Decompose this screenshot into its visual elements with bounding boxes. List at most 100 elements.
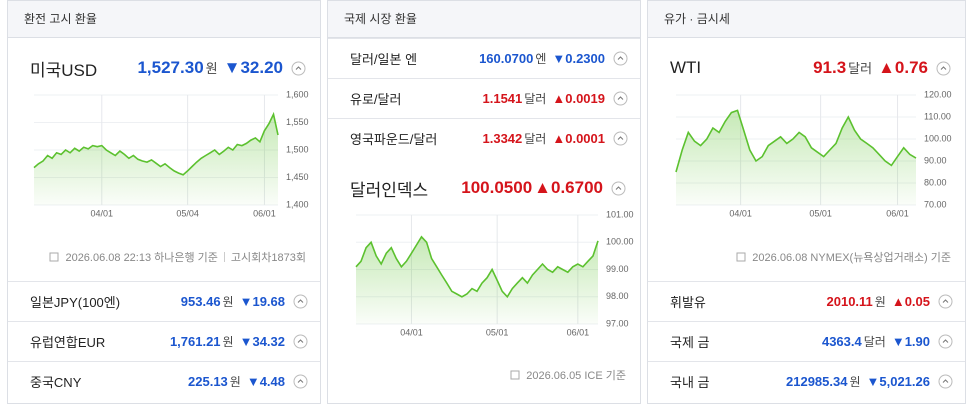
button-chevron	[942, 339, 949, 343]
line	[675, 109, 917, 173]
y-tick-label: 100.00	[924, 133, 952, 143]
y-tick-label: 110.00	[924, 111, 951, 121]
footer-text: 2026.06.08 NYMEX(뉴욕상업거래소) 기준	[752, 252, 951, 264]
quote-row: 유로/달러 1.1541 달러 ▲0.0019	[328, 78, 640, 118]
expand-button[interactable]	[938, 374, 953, 389]
x-tick-label: 06/01	[886, 208, 909, 218]
quote-change: ▼32.20	[223, 58, 283, 77]
quote-change: ▲0.76	[878, 58, 928, 77]
x-tick-label: 06/01	[253, 208, 276, 218]
button-circle	[293, 334, 308, 349]
expand-button[interactable]	[613, 131, 628, 146]
button-circle	[613, 131, 628, 146]
footer-text: 고시회차1873회	[230, 252, 306, 264]
x-tick-label: 05/01	[486, 327, 509, 337]
panel-header: 환전 고시 환율	[8, 1, 320, 38]
quote-price: 160.0700	[479, 51, 534, 66]
button-circle	[938, 294, 953, 309]
quote-unit: 원	[874, 295, 886, 309]
quote-values: 91.3 달러 ▲0.76	[813, 58, 951, 78]
quote-unit: 달러	[524, 92, 547, 106]
quote-change: ▼1.90	[891, 334, 930, 349]
footer-icon	[510, 370, 520, 380]
quote-price: 100.0500	[461, 178, 533, 197]
quote-row: 유럽연합EUR 1,761.21 원 ▼34.32	[8, 321, 320, 361]
quote-name: 영국파운드/달러	[350, 132, 438, 147]
quote-name: 미국USD	[30, 60, 98, 80]
expand-button[interactable]	[613, 51, 628, 66]
x-tick-label: 05/01	[809, 208, 832, 218]
quote-row: 일본JPY(100엔) 953.46 원 ▼19.68	[8, 281, 320, 321]
y-tick-label: 1,400	[286, 199, 309, 209]
quote-unit: 달러	[863, 335, 886, 349]
icon-shape	[736, 252, 746, 262]
footer-text: 2026.06.05 ICE 기준	[526, 370, 626, 382]
quote-name: 중국CNY	[30, 375, 82, 390]
chart: 1,400 1,450 1,500 1,550 1,600 04/01 05/04 06/01	[33, 89, 309, 218]
expand-button[interactable]	[611, 181, 626, 196]
button-chevron	[617, 136, 624, 140]
quote-name: 휘발유	[670, 295, 706, 310]
quote-values: 4363.4 달러 ▼1.90	[822, 333, 953, 350]
quote-name: WTI	[670, 58, 702, 77]
y-tick-label: 98.00	[606, 291, 629, 301]
quote-unit: 엔	[535, 52, 547, 66]
quote-values: 212985.34 원 ▼5,021.26	[786, 373, 953, 390]
quote-values: 225.13 원 ▼4.48	[188, 373, 308, 390]
expand-button[interactable]	[938, 334, 953, 349]
y-tick-label: 101.00	[606, 209, 634, 219]
quote-price: 953.46	[180, 294, 221, 309]
quote-row: 달러/일본 엔 160.0700 엔 ▼0.2300	[328, 38, 640, 78]
button-chevron	[297, 339, 304, 343]
quote-unit: 원	[849, 375, 861, 389]
expand-button[interactable]	[936, 61, 951, 76]
expand-button[interactable]	[293, 294, 308, 309]
quote-values: 1,761.21 원 ▼34.32	[170, 333, 308, 350]
y-tick-label: 80.00	[924, 177, 947, 187]
quote-change: ▼0.2300	[552, 51, 605, 66]
y-tick-label: 1,500	[286, 144, 309, 154]
expand-button[interactable]	[613, 91, 628, 106]
main-quote: 미국USD 1,527.30 원 ▼32.20	[8, 51, 320, 85]
quote-name: 달러/일본 엔	[350, 52, 418, 67]
quote-unit: 원	[229, 375, 241, 389]
quote-unit: 원	[222, 335, 234, 349]
quote-row: 영국파운드/달러 1.3342 달러 ▲0.0001	[328, 118, 640, 158]
main-quote: WTI 91.3 달러 ▲0.76	[648, 51, 965, 85]
expand-button[interactable]	[938, 294, 953, 309]
quote-change: ▲0.05	[891, 294, 930, 309]
chart-footer: 2026.06.05 ICE 기준	[510, 367, 626, 383]
quote-name: 국제 금	[670, 335, 710, 350]
y-tick-label: 100.00	[606, 237, 634, 247]
quote-values: 953.46 원 ▼19.68	[181, 293, 308, 310]
y-tick-label: 99.00	[606, 264, 629, 274]
button-circle	[291, 61, 306, 75]
quote-values: 1,527.30 원 ▼32.20	[137, 58, 306, 78]
y-tick-label: 1,450	[286, 172, 309, 182]
button-chevron	[940, 65, 947, 70]
x-tick-label: 04/01	[400, 327, 423, 337]
y-tick-label: 120.00	[924, 89, 952, 99]
x-tick-label: 04/01	[91, 208, 114, 218]
quote-values: 160.0700 엔 ▼0.2300	[479, 50, 628, 67]
quote-change: ▲0.0001	[552, 131, 605, 146]
expand-button[interactable]	[293, 374, 308, 389]
expand-button[interactable]	[291, 61, 306, 76]
button-chevron	[295, 65, 302, 70]
quote-values: 100.0500 ▲0.6700	[461, 178, 626, 198]
footer-icon	[49, 252, 59, 262]
quote-row: 휘발유 2010.11 원 ▲0.05	[648, 281, 965, 321]
quote-change: ▲0.6700	[534, 178, 603, 197]
area	[676, 110, 916, 205]
expand-button[interactable]	[293, 334, 308, 349]
quote-row: 중국CNY 225.13 원 ▼4.48	[8, 361, 320, 401]
quote-name: 유럽연합EUR	[30, 335, 106, 350]
quote-change: ▼4.48	[246, 374, 285, 389]
quote-name: 국내 금	[670, 375, 710, 390]
quote-price: 2010.11	[826, 294, 873, 309]
button-circle	[613, 51, 628, 66]
quote-name: 일본JPY(100엔)	[30, 295, 121, 310]
button-chevron	[297, 379, 304, 383]
quote-change: ▲0.0019	[552, 91, 605, 106]
